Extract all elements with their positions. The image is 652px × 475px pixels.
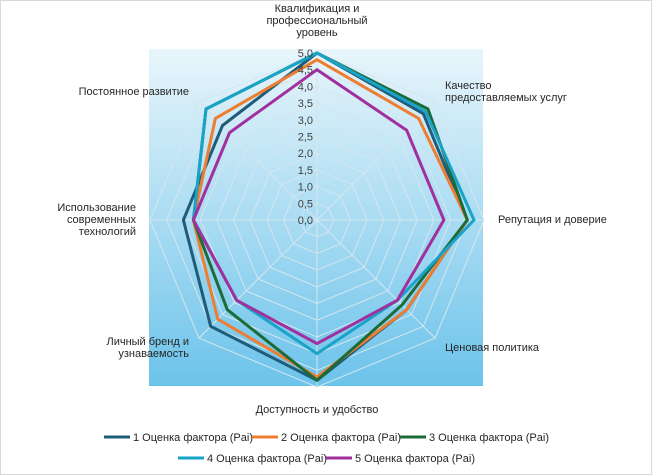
legend-item-2: 2 Оценка фактора (Pai) (252, 432, 401, 444)
axis-label-4: Ценовая политика (445, 342, 540, 354)
legend-item-5: 5 Оценка фактора (Pai) (326, 453, 475, 465)
tick-layer: 0,0 0,5 1,0 1,5 2,0 2,5 3,0 3,5 4,0 4,5 5,0 (298, 48, 313, 227)
legend-item-1: 1 Оценка фактора (Pai) (104, 432, 253, 444)
tick-label: 2,0 (298, 148, 313, 160)
axis-label-line: Квалификация и (275, 3, 360, 15)
grid-spoke (316, 101, 436, 221)
series-line-5 (191, 68, 446, 346)
legend: 1 Оценка фактора (Pai) 2 Оценка фактора (… (104, 432, 549, 465)
axis-label-line: Репутация и доверие (498, 214, 607, 226)
axis-label-line: Доступность и удобство (256, 404, 379, 416)
series-layer (181, 51, 476, 382)
axis-label-line: предоставляемых услуг (445, 92, 567, 104)
tick-label: 3,0 (298, 115, 313, 127)
axis-label-1: Квалификация и профессиональный уровень (266, 3, 367, 39)
grid-spoke (198, 101, 318, 221)
axis-label-3: Репутация и доверие (498, 214, 607, 226)
axis-label-6: Личный бренд и узнаваемость (106, 336, 189, 360)
axis-label-line: технологий (79, 226, 136, 238)
legend-item-3: 3 Оценка фактора (Pai) (400, 432, 549, 444)
axis-label-8: Постоянное развитие (79, 86, 189, 98)
series-line-4 (191, 51, 476, 356)
tick-label: 1,0 (298, 182, 313, 194)
legend-label: 5 Оценка фактора (Pai) (355, 453, 475, 465)
axis-label-line: современных (67, 214, 137, 226)
legend-label: 1 Оценка фактора (Pai) (133, 432, 253, 444)
legend-item-4: 4 Оценка фактора (Pai) (178, 453, 327, 465)
axis-label-2: Качество предоставляемых услуг (445, 80, 567, 104)
legend-label: 3 Оценка фактора (Pai) (429, 432, 549, 444)
axis-label-line: Ценовая политика (445, 342, 540, 354)
tick-label: 4,5 (298, 65, 313, 77)
tick-label: 3,5 (298, 98, 313, 110)
tick-label: 0,5 (298, 198, 313, 210)
series-line-2 (191, 58, 469, 379)
tick-label: 4,0 (298, 81, 313, 93)
tick-label: 5,0 (298, 48, 313, 60)
tick-label: 1,5 (298, 165, 313, 177)
tick-label: 2,5 (298, 132, 313, 144)
axis-label-7: Использование современных технологий (57, 202, 136, 238)
axis-label-line: Постоянное развитие (79, 86, 189, 98)
axis-label-line: профессиональный (266, 15, 367, 27)
legend-label: 2 Оценка фактора (Pai) (281, 432, 401, 444)
axis-label-line: Использование (57, 202, 136, 214)
axis-label-5: Доступность и удобство (256, 404, 379, 416)
axis-label-layer: Квалификация и профессиональный уровень Кач… (57, 3, 606, 416)
grid-spoke (316, 219, 436, 339)
axis-label-line: Качество (445, 80, 492, 92)
legend-label: 4 Оценка фактора (Pai) (207, 453, 327, 465)
axis-label-line: Личный бренд и (106, 336, 189, 348)
grid-layer (149, 52, 485, 388)
tick-label: 0,0 (298, 215, 313, 227)
axis-label-line: уровень (296, 27, 338, 39)
axis-label-line: узнаваемость (118, 348, 189, 360)
